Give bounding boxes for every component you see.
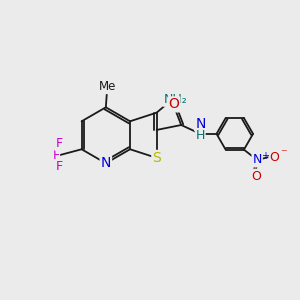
Text: N: N	[195, 116, 206, 130]
Text: N: N	[253, 154, 262, 166]
Text: N: N	[100, 156, 111, 170]
Text: NH₂: NH₂	[164, 93, 187, 106]
Text: O: O	[269, 151, 279, 164]
Text: F: F	[56, 137, 62, 151]
Text: +: +	[261, 152, 269, 161]
Text: ⁻: ⁻	[280, 147, 286, 160]
Text: F: F	[56, 160, 62, 173]
Text: S: S	[152, 151, 161, 165]
Text: F: F	[52, 149, 59, 162]
Text: O: O	[251, 170, 261, 183]
Text: O: O	[168, 98, 179, 111]
Text: Me: Me	[99, 80, 116, 93]
Text: H: H	[196, 129, 205, 142]
